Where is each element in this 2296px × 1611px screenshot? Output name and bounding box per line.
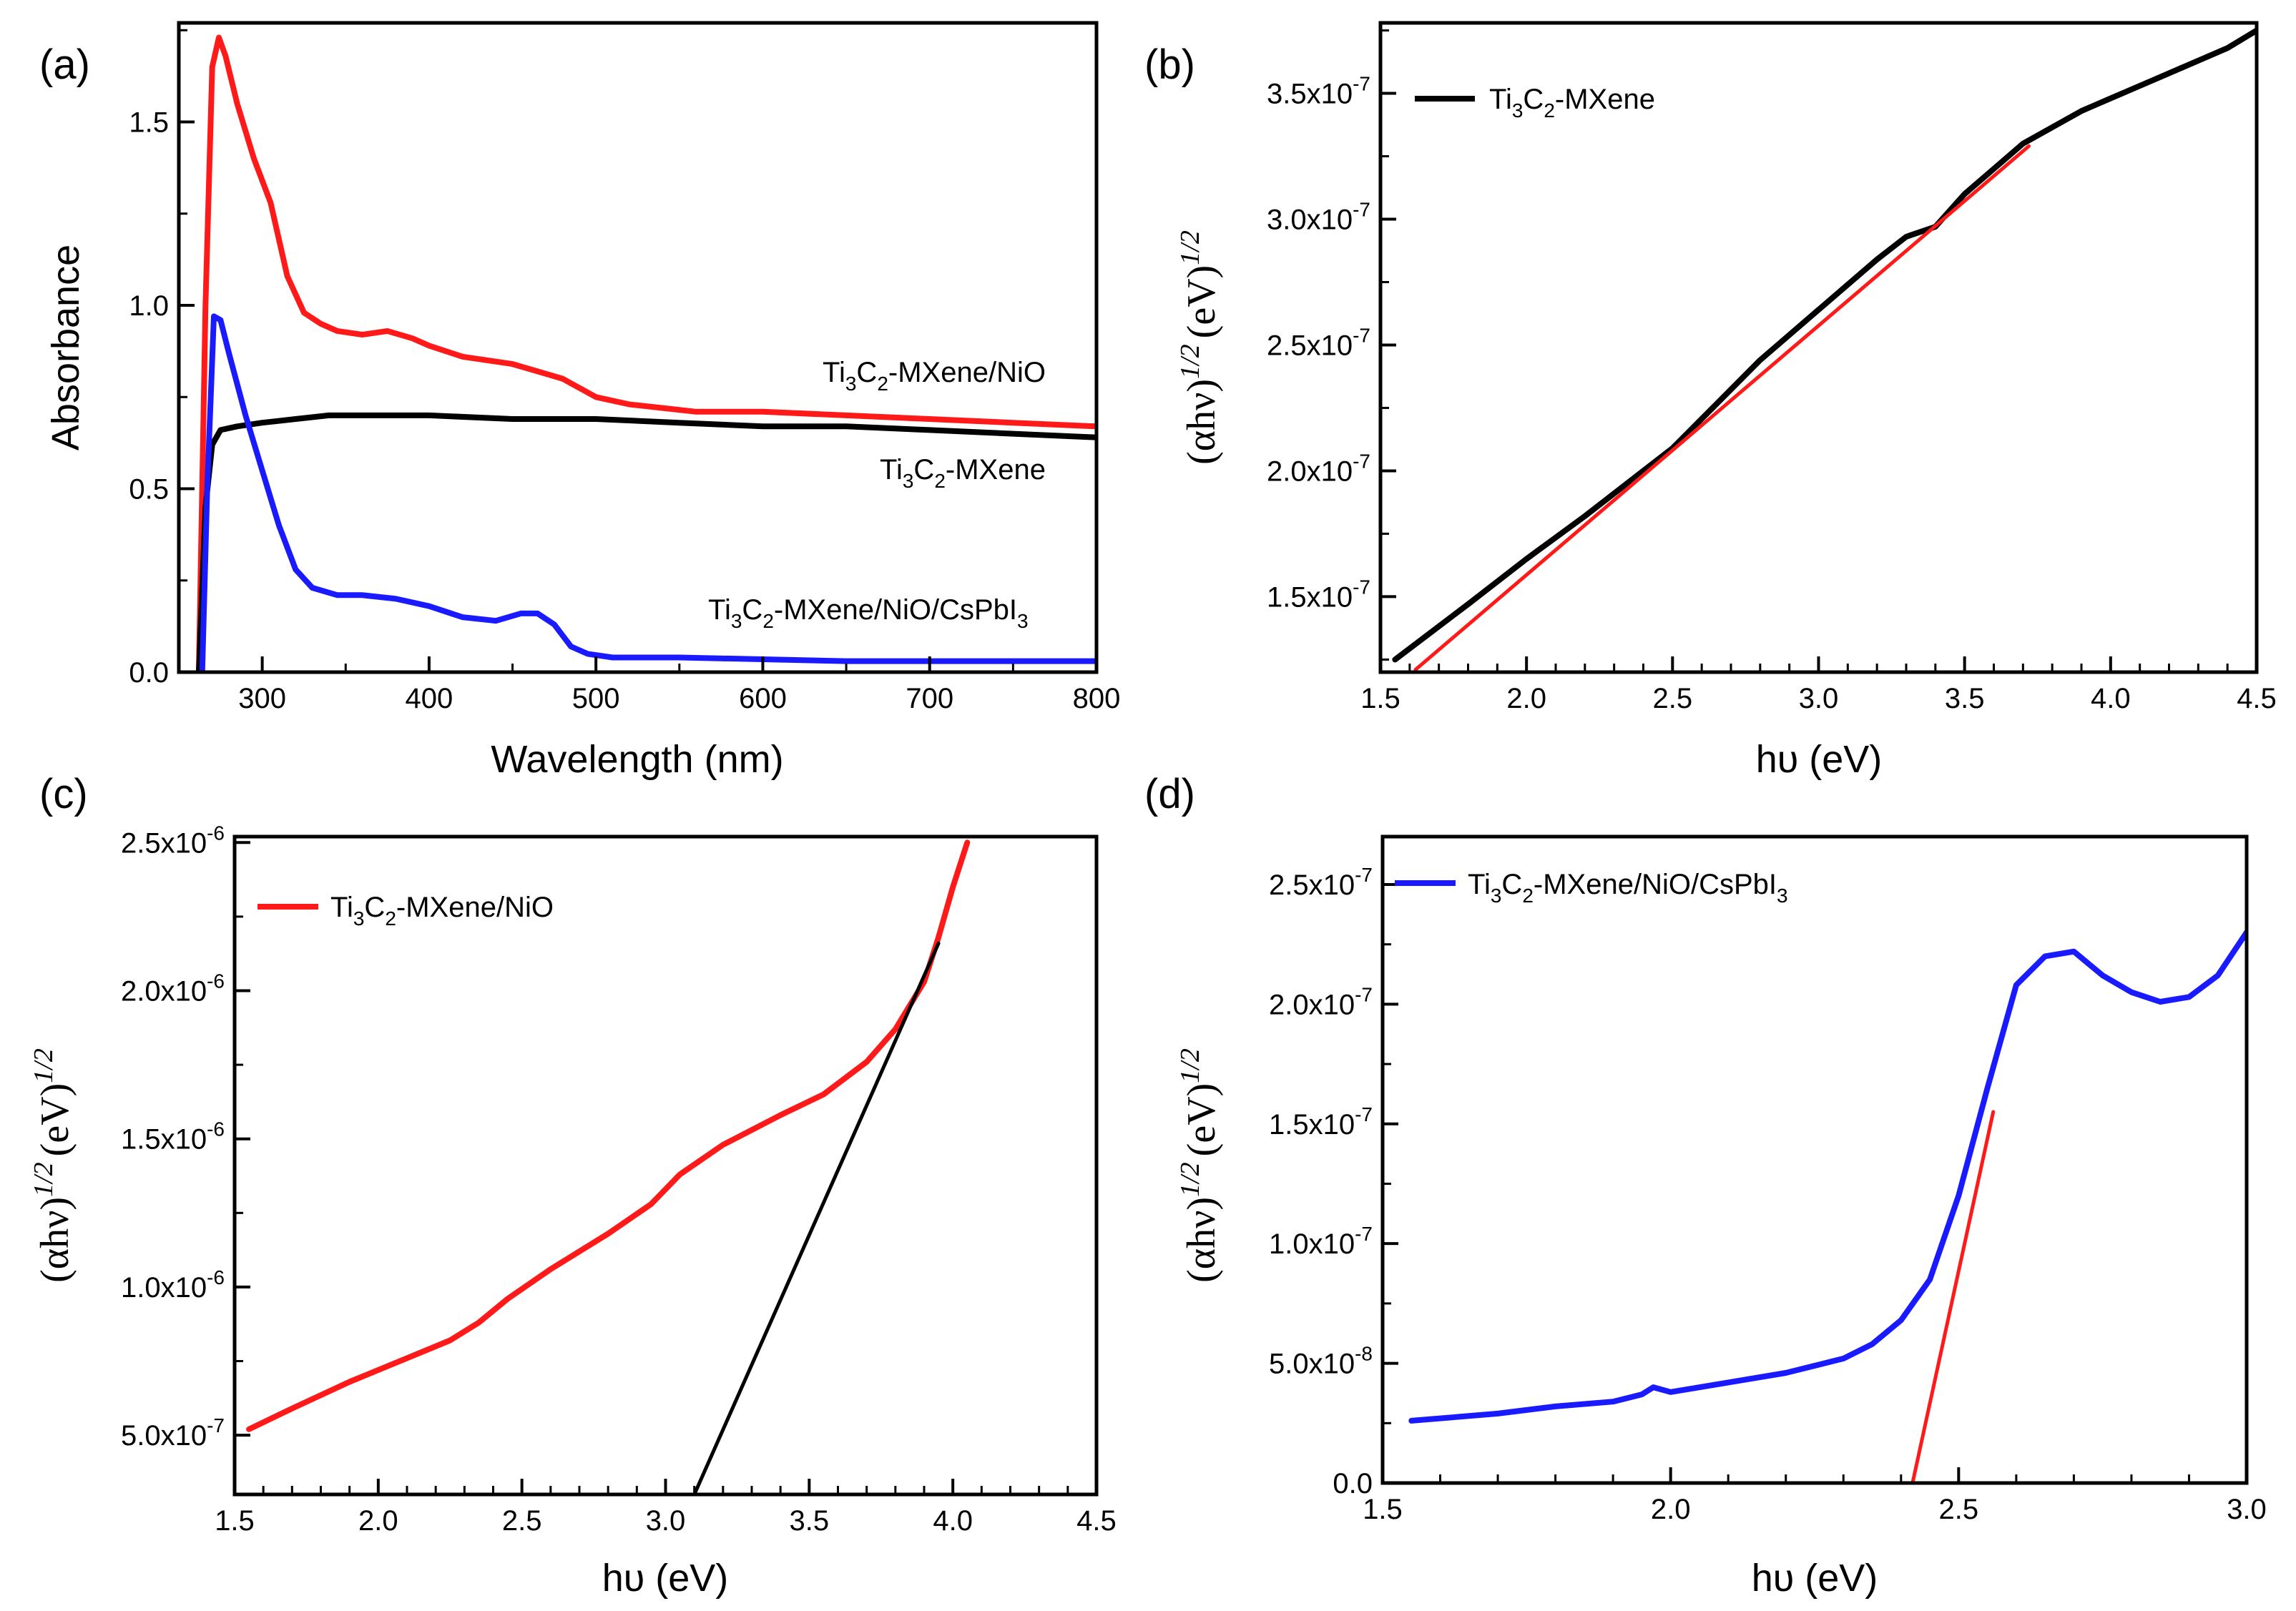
panel-a-x-ticks: 300 400 500 600 700 800: [177, 656, 1121, 714]
panel-a-frame: [177, 21, 1099, 674]
y-tick-label: 3.0x10-7: [1267, 199, 1370, 236]
panel-b-label: (b): [1144, 41, 1195, 88]
panel-b-series-ti3c2-mxene: [1392, 27, 2257, 663]
y-tick-label: 1.0x10-6: [121, 1266, 225, 1304]
y-tick-label: 2.0x10-7: [1267, 450, 1370, 487]
x-tick-label: 4.0: [933, 1505, 973, 1537]
x-tick-label: 2.5: [502, 1505, 542, 1537]
y-tick-label: 2.5x10-6: [121, 822, 225, 859]
panel-c-x-axis-label: hυ (eV): [602, 1557, 729, 1600]
x-tick-label: 3.5: [1945, 683, 1985, 714]
x-tick-label: 4.5: [2237, 683, 2277, 714]
x-tick-label: 500: [572, 683, 620, 714]
x-tick-label: 400: [406, 683, 453, 714]
panel-c-label: (c): [39, 771, 88, 817]
x-tick-label: 2.5: [1653, 683, 1693, 714]
panel-c-series-ti3c2-mxene-nio: [246, 839, 971, 1432]
panel-a-x-axis-label: Wavelength (nm): [491, 738, 783, 781]
panel-b-y-ticks: 1.5x10-7 2.0x10-7 2.5x10-7 3.0x10-7 3.5x10-7: [1267, 29, 1396, 661]
y-tick-label: 0.0: [1333, 1468, 1373, 1499]
panel-c-y-ticks: 5.0x10-7 1.0x10-6 1.5x10-6 2.0x10-6 2.5x10-6: [121, 822, 250, 1452]
panel-a-y-axis-label: Absorbance: [44, 245, 87, 450]
panel-c-x-ticks: 1.5 2.0 2.5 3.0 3.5 4.0 4.5: [215, 1479, 1117, 1537]
y-tick-label: 5.0x10-7: [121, 1414, 225, 1452]
y-tick-label: 1.5x10-7: [1267, 576, 1370, 613]
x-tick-label: 3.0: [1799, 683, 1839, 714]
panel-c: (c) 1.5 2.0 2.5 3.0 3.5 4.0 4.5 5.0x10-7 1.0x10…: [29, 771, 1117, 1600]
panel-d-x-ticks: 1.5 2.0 2.5 3.0: [1363, 1467, 2267, 1525]
panel-a-series-ti3c2-mxene: [196, 412, 1097, 672]
panel-c-legend-label: Ti3C2-MXene/NiO: [330, 892, 554, 930]
panel-d-x-axis-label: hυ (eV): [1752, 1557, 1878, 1600]
x-tick-label: 1.5: [1360, 683, 1400, 714]
panel-d: (d) 1.5 2.0 2.5 3.0 0.0 5.0x10-8 1.0x10-7 1.5x…: [1144, 771, 2267, 1600]
panel-b-y-axis-label: (αhν)1/2(eV)1/2: [1175, 230, 1224, 465]
annotation-ti3c2-mxene-nio-cspbi3: Ti3C2-MXene/NiO/CsPbI3: [708, 594, 1029, 632]
y-tick-label: 2.5x10-7: [1267, 324, 1370, 361]
panel-b-series-fit-line: [1413, 144, 2031, 671]
panel-b-x-axis-label: hυ (eV): [1756, 738, 1883, 781]
x-tick-label: 3.0: [2227, 1494, 2267, 1525]
x-tick-label: 2.0: [1651, 1494, 1691, 1525]
panel-c-plot: [246, 839, 971, 1494]
x-tick-label: 1.5: [215, 1505, 255, 1537]
panel-a-y-ticks: 0.0 0.5 1.0 1.5: [129, 29, 195, 689]
x-tick-label: 300: [238, 683, 286, 714]
x-tick-label: 700: [906, 683, 953, 714]
panel-a-series-ti3c2-mxene-nio-cspbi3: [199, 313, 1097, 672]
annotation-ti3c2-mxene: Ti3C2-MXene: [880, 454, 1046, 492]
x-tick-label: 2.0: [1506, 683, 1546, 714]
y-tick-label: 2.0x10-6: [121, 970, 225, 1007]
panel-a: (a) 300 400 500 600 700 800 0.0 0.5 1.0 1.5 Wave…: [39, 21, 1121, 781]
y-tick-label: 5.0x10-8: [1269, 1343, 1373, 1380]
y-tick-label: 1.5x10-7: [1269, 1103, 1373, 1140]
panel-d-series-ti3c2-mxene-nio-cspbi3: [1408, 929, 2247, 1424]
panel-b-x-ticks: 1.5 2.0 2.5 3.0 3.5 4.0 4.5: [1360, 656, 2277, 714]
panel-d-y-axis-label: (αhν)1/2(eV)1/2: [1175, 1048, 1224, 1283]
y-tick-label: 0.0: [129, 657, 169, 689]
y-tick-label: 1.5: [129, 107, 169, 139]
panel-a-label: (a): [39, 41, 90, 88]
panel-d-series-fit-line: [1910, 1110, 1996, 1483]
panel-c-frame: [232, 834, 1099, 1497]
x-tick-label: 4.5: [1076, 1505, 1117, 1537]
y-tick-label: 0.5: [129, 474, 169, 506]
x-tick-label: 3.5: [790, 1505, 830, 1537]
panel-d-y-ticks: 0.0 5.0x10-8 1.0x10-7 1.5x10-7 2.0x10-7 2.5x1…: [1269, 864, 1398, 1499]
y-tick-label: 1.5x10-6: [121, 1118, 225, 1156]
panel-d-plot: [1408, 929, 2247, 1483]
panel-c-series-fit-line: [692, 941, 941, 1494]
panel-d-legend-label: Ti3C2-MXene/NiO/CsPbI3: [1468, 869, 1788, 907]
panel-a-plot: [196, 34, 1097, 672]
panel-c-y-axis-label: (αhν)1/2(eV)1/2: [29, 1048, 77, 1283]
annotation-ti3c2-mxene-nio: Ti3C2-MXene/NiO: [823, 357, 1046, 395]
panel-d-frame: [1380, 834, 2249, 1485]
x-tick-label: 4.0: [2091, 683, 2131, 714]
panel-b-legend-label: Ti3C2-MXene: [1489, 84, 1655, 122]
x-tick-label: 2.5: [1939, 1494, 1979, 1525]
panel-d-label: (d): [1144, 771, 1195, 817]
panel-b-plot: [1392, 27, 2257, 671]
x-tick-label: 600: [739, 683, 787, 714]
panel-b: (b) 1.5 2.0 2.5 3.0 3.5 4.0 4.5 1.5x10-7 2.0x10…: [1144, 21, 2277, 781]
y-tick-label: 2.0x10-7: [1269, 983, 1373, 1020]
y-tick-label: 2.5x10-7: [1269, 864, 1373, 901]
y-tick-label: 1.0x10-7: [1269, 1223, 1373, 1260]
x-tick-label: 2.0: [358, 1505, 398, 1537]
y-tick-label: 3.5x10-7: [1267, 73, 1370, 110]
y-tick-label: 1.0: [129, 290, 169, 322]
x-tick-label: 1.5: [1363, 1494, 1403, 1525]
panel-a-series-ti3c2-mxene-nio: [196, 34, 1097, 672]
x-tick-label: 800: [1073, 683, 1121, 714]
x-tick-label: 3.0: [646, 1505, 686, 1537]
